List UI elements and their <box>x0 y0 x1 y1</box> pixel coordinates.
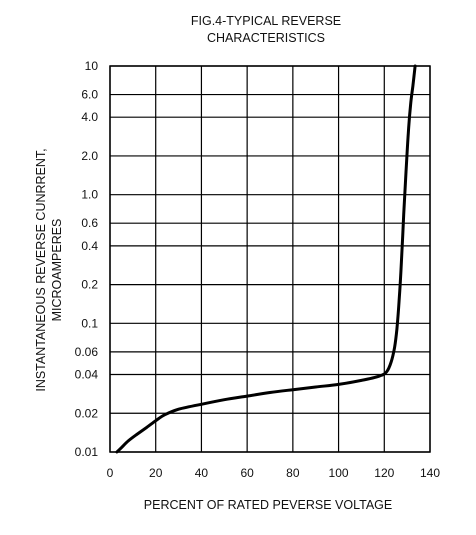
y-axis-label: INSTANTANEOUS REVERSE CUNRRENT, MICROAMP… <box>34 148 64 391</box>
y-tick-label: 10 <box>85 59 99 73</box>
x-tick-label: 100 <box>329 466 349 480</box>
y-tick-label: 2.0 <box>81 149 98 163</box>
plot-frame <box>109 65 431 453</box>
y-tick-label: 6.0 <box>81 88 98 102</box>
y-tick-label: 0.4 <box>81 239 98 253</box>
y-axis-tick-labels: 0.01 0.02 0.04 0.06 0.1 0.2 0.4 0.6 1.0 2.0 4.0 6.0… <box>75 59 99 459</box>
y-tick-label: 0.06 <box>75 345 99 359</box>
y-tick-label: 0.04 <box>75 368 99 382</box>
y-tick-label: 0.6 <box>81 216 98 230</box>
chart-title: FIG.4-TYPICAL REVERSE CHARACTERISTICS <box>191 14 341 45</box>
x-tick-label: 0 <box>107 466 114 480</box>
chart-title-line-1: FIG.4-TYPICAL REVERSE <box>191 14 341 28</box>
x-tick-label: 40 <box>195 466 209 480</box>
y-tick-label: 1.0 <box>81 188 98 202</box>
x-tick-label: 20 <box>149 466 163 480</box>
x-tick-label: 80 <box>286 466 300 480</box>
y-tick-label: 0.1 <box>81 316 98 330</box>
x-tick-label: 60 <box>240 466 254 480</box>
x-tick-label: 120 <box>374 466 394 480</box>
y-tick-label: 0.2 <box>81 278 98 292</box>
x-axis-label: PERCENT OF RATED PEVERSE VOLTAGE <box>144 498 392 512</box>
y-tick-label: 4.0 <box>81 110 98 124</box>
reverse-current-curve <box>115 64 417 454</box>
chart-title-line-2: CHARACTERISTICS <box>207 31 325 45</box>
x-axis-tick-labels: 0 20 40 60 80 100 120 140 <box>107 466 441 480</box>
y-axis-label-line-2: MICROAMPERES <box>50 219 64 322</box>
plot-grid <box>109 65 431 453</box>
y-axis-label-line-1: INSTANTANEOUS REVERSE CUNRRENT, <box>34 148 48 391</box>
y-tick-label: 0.01 <box>75 445 99 459</box>
y-tick-label: 0.02 <box>75 406 99 420</box>
x-tick-label: 140 <box>420 466 440 480</box>
